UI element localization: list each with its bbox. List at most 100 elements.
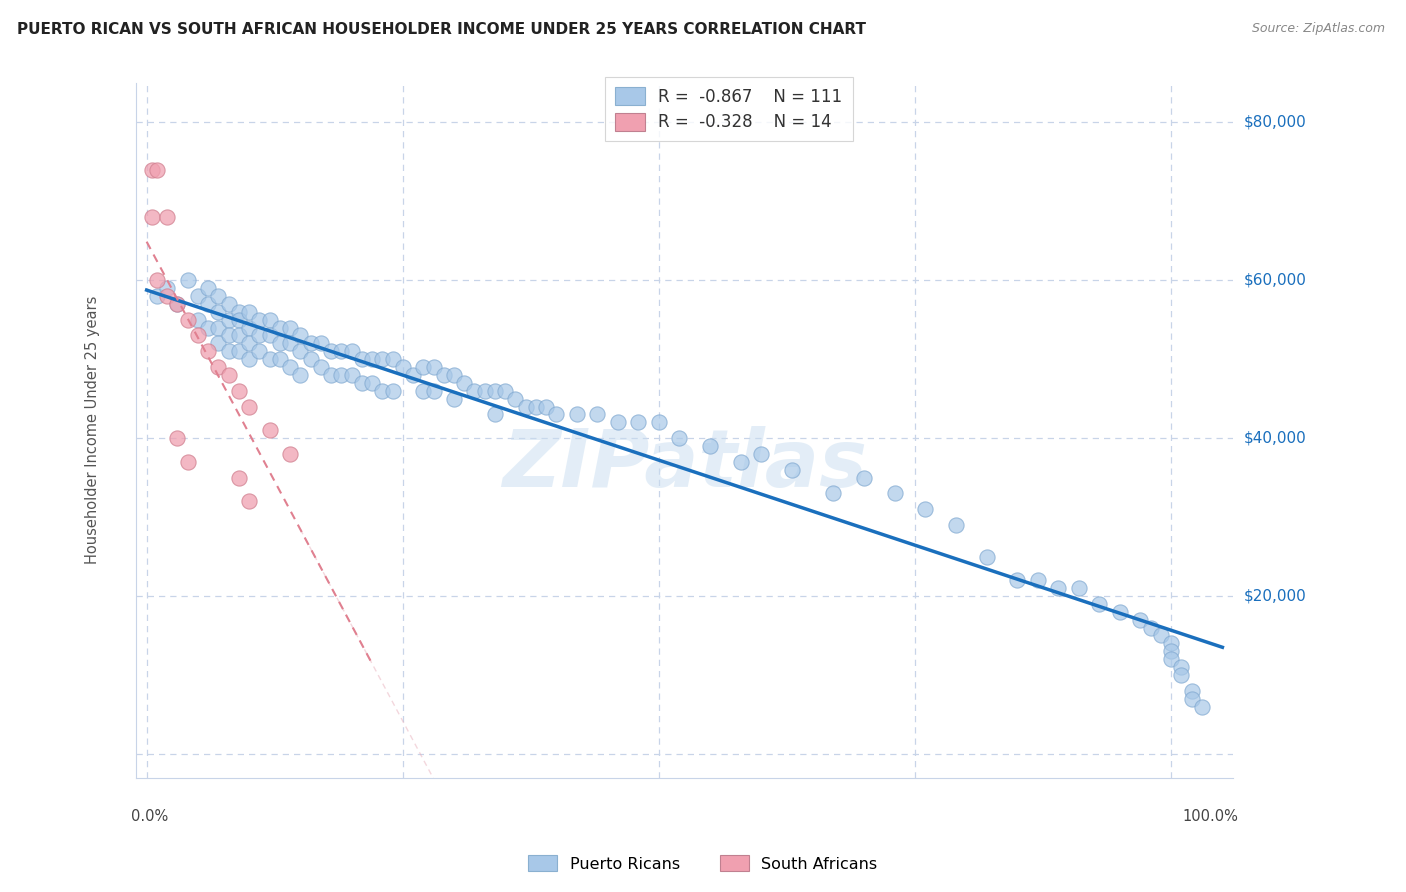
Point xyxy=(176,273,198,287)
Point xyxy=(883,486,905,500)
Point xyxy=(330,344,353,359)
Point xyxy=(146,289,169,303)
Point xyxy=(1007,573,1029,587)
Point xyxy=(914,502,936,516)
Point xyxy=(945,518,967,533)
Point xyxy=(494,384,516,398)
Point xyxy=(606,415,628,429)
Point xyxy=(228,312,250,326)
Legend: Puerto Ricans, South Africans: Puerto Ricans, South Africans xyxy=(520,847,886,880)
Point xyxy=(259,328,281,343)
Point xyxy=(278,320,301,334)
Point xyxy=(319,344,342,359)
Point xyxy=(141,210,163,224)
Point xyxy=(1047,581,1070,595)
Point xyxy=(1181,691,1204,706)
Point xyxy=(238,305,260,319)
Point xyxy=(1160,636,1182,650)
Point xyxy=(141,162,163,177)
Point xyxy=(207,336,229,351)
Point xyxy=(565,408,588,422)
Point xyxy=(586,408,609,422)
Point xyxy=(247,328,270,343)
Point xyxy=(852,470,875,484)
Point xyxy=(371,384,394,398)
Point xyxy=(1191,699,1213,714)
Point xyxy=(218,368,240,382)
Point xyxy=(166,297,188,311)
Point xyxy=(176,455,198,469)
Point xyxy=(259,312,281,326)
Point xyxy=(371,352,394,367)
Point xyxy=(207,289,229,303)
Point xyxy=(166,431,188,445)
Point xyxy=(207,305,229,319)
Point xyxy=(278,359,301,374)
Point xyxy=(187,289,209,303)
Point xyxy=(218,344,240,359)
Text: Source: ZipAtlas.com: Source: ZipAtlas.com xyxy=(1251,22,1385,36)
Point xyxy=(422,359,444,374)
Text: ZIPatlas: ZIPatlas xyxy=(502,426,868,504)
Point xyxy=(290,328,312,343)
Point xyxy=(1026,573,1049,587)
Point xyxy=(515,400,537,414)
Point xyxy=(146,273,169,287)
Point xyxy=(319,368,342,382)
Point xyxy=(648,415,671,429)
Point xyxy=(238,400,260,414)
Point xyxy=(228,305,250,319)
Point xyxy=(309,359,332,374)
Text: $20,000: $20,000 xyxy=(1244,589,1306,604)
Point xyxy=(269,320,291,334)
Point xyxy=(197,320,219,334)
Point xyxy=(278,336,301,351)
Point xyxy=(780,463,803,477)
Point xyxy=(176,312,198,326)
Point xyxy=(207,320,229,334)
Point xyxy=(381,352,404,367)
Point xyxy=(228,384,250,398)
Point xyxy=(751,447,773,461)
Point xyxy=(505,392,527,406)
Point xyxy=(443,368,465,382)
Point xyxy=(474,384,496,398)
Point xyxy=(699,439,721,453)
Point xyxy=(627,415,650,429)
Point xyxy=(1181,683,1204,698)
Point xyxy=(330,368,353,382)
Text: 100.0%: 100.0% xyxy=(1182,809,1239,824)
Point xyxy=(299,352,322,367)
Point xyxy=(218,312,240,326)
Point xyxy=(156,210,179,224)
Point xyxy=(1170,660,1192,674)
Point xyxy=(546,408,568,422)
Point xyxy=(422,384,444,398)
Point xyxy=(1109,605,1132,619)
Text: 0.0%: 0.0% xyxy=(131,809,169,824)
Point xyxy=(156,289,179,303)
Point xyxy=(197,344,219,359)
Point xyxy=(247,344,270,359)
Point xyxy=(433,368,456,382)
Point xyxy=(443,392,465,406)
Point xyxy=(309,336,332,351)
Point xyxy=(350,352,373,367)
Point xyxy=(187,328,209,343)
Point xyxy=(412,384,434,398)
Point xyxy=(278,447,301,461)
Point xyxy=(412,359,434,374)
Point xyxy=(340,368,363,382)
Point xyxy=(823,486,845,500)
Point xyxy=(290,344,312,359)
Point xyxy=(391,359,413,374)
Point xyxy=(402,368,425,382)
Point xyxy=(197,281,219,295)
Point xyxy=(730,455,752,469)
Text: $40,000: $40,000 xyxy=(1244,431,1306,446)
Point xyxy=(534,400,557,414)
Point xyxy=(259,352,281,367)
Legend: R =  -0.867    N = 111, R =  -0.328    N = 14: R = -0.867 N = 111, R = -0.328 N = 14 xyxy=(605,78,852,141)
Point xyxy=(1150,628,1173,642)
Point xyxy=(218,297,240,311)
